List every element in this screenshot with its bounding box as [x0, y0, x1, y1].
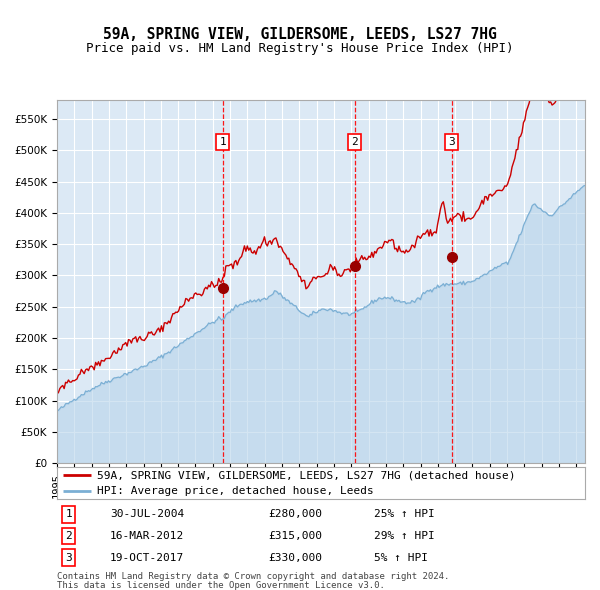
Text: 16-MAR-2012: 16-MAR-2012 — [110, 531, 184, 541]
Text: 59A, SPRING VIEW, GILDERSOME, LEEDS, LS27 7HG: 59A, SPRING VIEW, GILDERSOME, LEEDS, LS2… — [103, 27, 497, 41]
Text: 1: 1 — [219, 137, 226, 147]
Text: £315,000: £315,000 — [268, 531, 322, 541]
Text: £280,000: £280,000 — [268, 509, 322, 519]
Text: 29% ↑ HPI: 29% ↑ HPI — [374, 531, 434, 541]
Text: 1: 1 — [65, 509, 72, 519]
Text: 59A, SPRING VIEW, GILDERSOME, LEEDS, LS27 7HG (detached house): 59A, SPRING VIEW, GILDERSOME, LEEDS, LS2… — [97, 470, 515, 480]
Text: 30-JUL-2004: 30-JUL-2004 — [110, 509, 184, 519]
Text: 2: 2 — [352, 137, 358, 147]
Text: Contains HM Land Registry data © Crown copyright and database right 2024.: Contains HM Land Registry data © Crown c… — [57, 572, 449, 581]
Text: 19-OCT-2017: 19-OCT-2017 — [110, 553, 184, 563]
Text: £330,000: £330,000 — [268, 553, 322, 563]
Text: 3: 3 — [65, 553, 72, 563]
Text: 2: 2 — [65, 531, 72, 541]
Text: 3: 3 — [448, 137, 455, 147]
Text: Price paid vs. HM Land Registry's House Price Index (HPI): Price paid vs. HM Land Registry's House … — [86, 42, 514, 55]
Text: 25% ↑ HPI: 25% ↑ HPI — [374, 509, 434, 519]
Text: HPI: Average price, detached house, Leeds: HPI: Average price, detached house, Leed… — [97, 486, 373, 496]
Text: 5% ↑ HPI: 5% ↑ HPI — [374, 553, 428, 563]
Text: This data is licensed under the Open Government Licence v3.0.: This data is licensed under the Open Gov… — [57, 581, 385, 590]
